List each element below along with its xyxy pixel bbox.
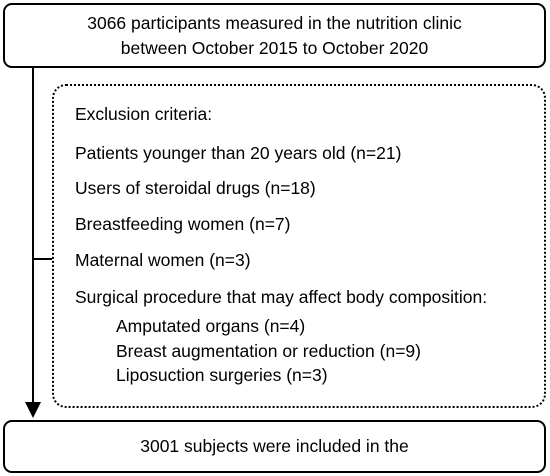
- exclusion-item-maternal: Maternal women (n=3): [75, 250, 251, 270]
- sub-item-amputated: Amputated organs (n=4): [116, 316, 306, 336]
- flow-arrowhead: [25, 402, 41, 418]
- participants-line-1: 3066 participants measured in the nutrit…: [87, 12, 462, 33]
- sub-item-liposuction: Liposuction surgeries (n=3): [116, 365, 328, 385]
- exclusion-item-breastfeeding: Breastfeeding women (n=7): [75, 214, 291, 234]
- included-subjects-text: 3001 subjects were included in the: [140, 436, 409, 456]
- sub-item-breast: Breast augmentation or reduction (n=9): [116, 341, 421, 361]
- exclusion-item-surgical: Surgical procedure that may affect body …: [75, 287, 488, 307]
- participants-line-2: between October 2015 to October 2020: [120, 37, 429, 58]
- exclusion-heading: Exclusion criteria:: [75, 104, 213, 124]
- included-subjects-box: 3001 subjects were included in the: [3, 420, 546, 473]
- participants-box: 3066 participants measured in the nutrit…: [3, 3, 546, 68]
- exclusion-item-age: Patients younger than 20 years old (n=21…: [75, 143, 402, 163]
- exclusion-criteria-box: [52, 84, 546, 408]
- exclusion-item-steroids: Users of steroidal drugs (n=18): [75, 178, 316, 198]
